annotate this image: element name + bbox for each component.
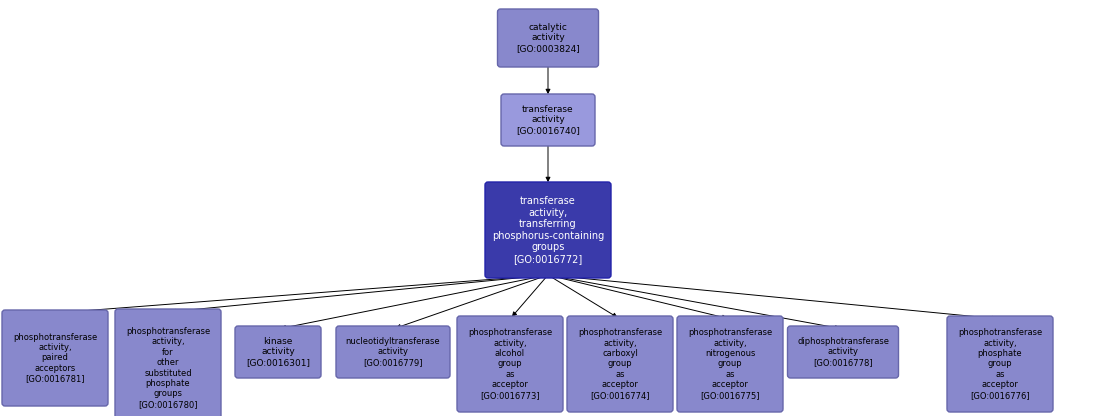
Text: phosphotransferase
activity,
phosphate
group
as
acceptor
[GO:0016776]: phosphotransferase activity, phosphate g… xyxy=(958,328,1042,400)
FancyBboxPatch shape xyxy=(235,326,321,378)
FancyBboxPatch shape xyxy=(336,326,450,378)
FancyBboxPatch shape xyxy=(947,316,1053,412)
Text: phosphotransferase
activity,
for
other
substituted
phosphate
groups
[GO:0016780]: phosphotransferase activity, for other s… xyxy=(126,327,210,409)
Text: phosphotransferase
activity,
paired
acceptors
[GO:0016781]: phosphotransferase activity, paired acce… xyxy=(13,333,98,383)
FancyBboxPatch shape xyxy=(501,94,595,146)
Text: phosphotransferase
activity,
nitrogenous
group
as
acceptor
[GO:0016775]: phosphotransferase activity, nitrogenous… xyxy=(688,328,772,400)
FancyBboxPatch shape xyxy=(486,182,610,278)
Text: transferase
activity
[GO:0016740]: transferase activity [GO:0016740] xyxy=(516,105,580,135)
FancyBboxPatch shape xyxy=(788,326,899,378)
FancyBboxPatch shape xyxy=(677,316,783,412)
FancyBboxPatch shape xyxy=(457,316,563,412)
FancyBboxPatch shape xyxy=(115,309,221,416)
Text: nucleotidyltransferase
activity
[GO:0016779]: nucleotidyltransferase activity [GO:0016… xyxy=(345,337,441,367)
Text: diphosphotransferase
activity
[GO:0016778]: diphosphotransferase activity [GO:001677… xyxy=(797,337,889,367)
Text: catalytic
activity
[GO:0003824]: catalytic activity [GO:0003824] xyxy=(516,23,580,53)
Text: phosphotransferase
activity,
carboxyl
group
as
acceptor
[GO:0016774]: phosphotransferase activity, carboxyl gr… xyxy=(578,328,662,400)
FancyBboxPatch shape xyxy=(498,9,598,67)
Text: transferase
activity,
transferring
phosphorus-containing
groups
[GO:0016772]: transferase activity, transferring phosp… xyxy=(492,196,604,264)
Text: phosphotransferase
activity,
alcohol
group
as
acceptor
[GO:0016773]: phosphotransferase activity, alcohol gro… xyxy=(468,328,552,400)
FancyBboxPatch shape xyxy=(567,316,673,412)
FancyBboxPatch shape xyxy=(2,310,109,406)
Text: kinase
activity
[GO:0016301]: kinase activity [GO:0016301] xyxy=(246,337,310,367)
